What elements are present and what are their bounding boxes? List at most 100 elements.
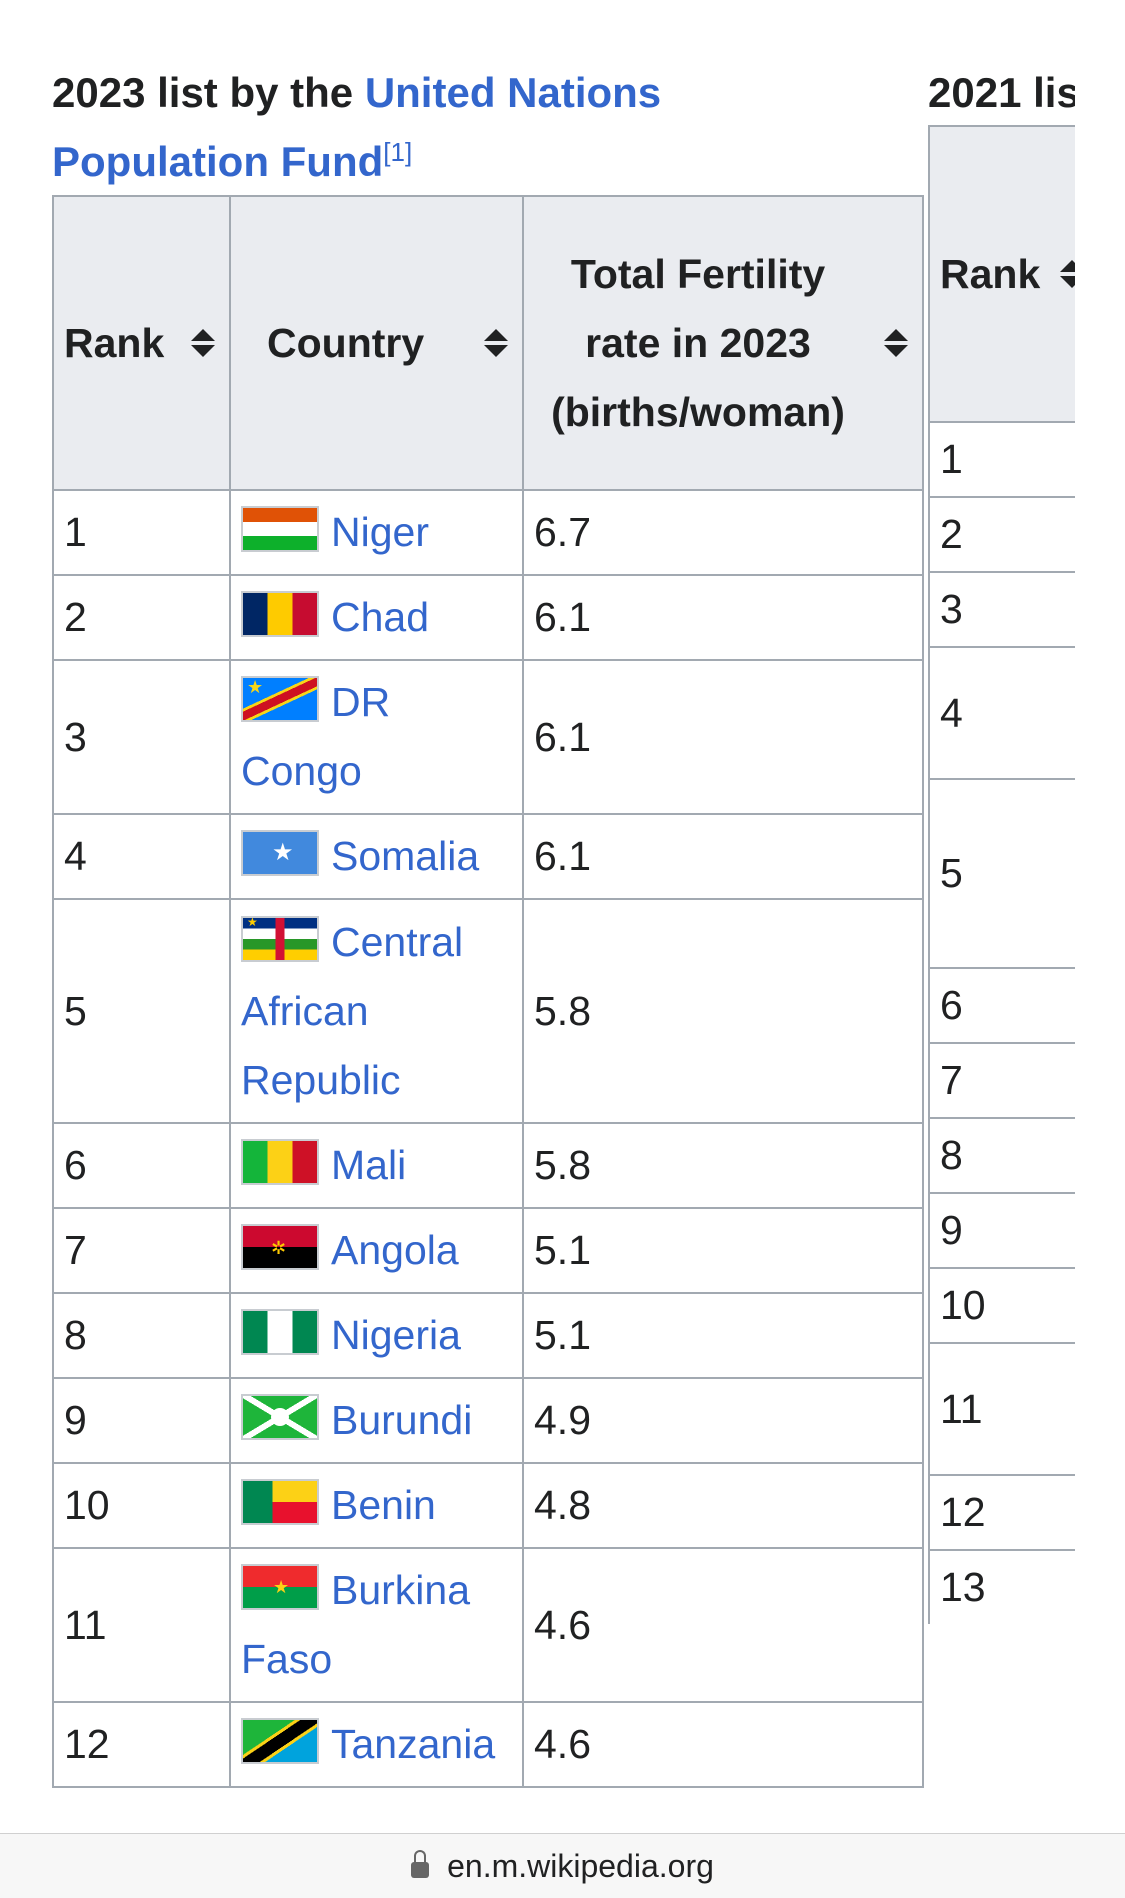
country-link[interactable]: DR Congo: [241, 679, 391, 794]
table-row: 4: [928, 646, 1075, 779]
country-link[interactable]: Tanzania: [331, 1721, 496, 1767]
table-row: 6: [928, 967, 1075, 1043]
country-link[interactable]: Central African Republic: [241, 918, 464, 1103]
country-cell: Niger: [229, 489, 524, 576]
rank-cell: 10: [928, 1267, 1075, 1343]
rank-cell: 1: [52, 489, 231, 576]
table-row: 13: [928, 1549, 1075, 1624]
table-row: 9: [928, 1192, 1075, 1268]
table-row: 1: [928, 421, 1075, 497]
table-row: 3 ★ DR Congo 6.1: [52, 659, 924, 815]
reference-link[interactable]: [1]: [383, 137, 413, 167]
rank-cell: 8: [928, 1117, 1075, 1193]
table-row: 11 ★ Burkina Faso 4.6: [52, 1547, 924, 1703]
rank-cell: 9: [52, 1377, 231, 1464]
country-cell: ★ Somalia: [229, 813, 524, 900]
rate-column-header[interactable]: Total Fertility rate in 2023 (births/wom…: [522, 195, 924, 491]
rate-cell: 5.8: [522, 1122, 924, 1209]
rank-cell: 10: [52, 1462, 231, 1549]
caption-prefix: 2023 list by the: [52, 69, 365, 116]
rate-cell: 4.9: [522, 1377, 924, 1464]
rank-cell: 1: [928, 421, 1075, 497]
rate-cell: 5.1: [522, 1292, 924, 1379]
rank-cell: 6: [928, 967, 1075, 1043]
rank-column-header-2021[interactable]: Rank: [928, 125, 1075, 423]
table-row: 4 ★ Somalia 6.1: [52, 813, 924, 900]
country-link[interactable]: Burkina Faso: [241, 1567, 471, 1682]
dr-congo-flag-icon: ★: [241, 676, 319, 722]
table-row: 7 ✲ Angola 5.1: [52, 1207, 924, 1294]
country-header-label: Country: [267, 319, 425, 366]
rank-cell: 12: [928, 1474, 1075, 1550]
rank-cell: 3: [52, 659, 231, 815]
country-link[interactable]: Angola: [331, 1227, 459, 1273]
table-row: 2 Chad 6.1: [52, 574, 924, 661]
niger-flag-icon: [241, 506, 319, 552]
rank-column-header[interactable]: Rank: [52, 195, 231, 491]
country-link[interactable]: Burundi: [331, 1397, 473, 1443]
rate-cell: 4.6: [522, 1547, 924, 1703]
table-row: 8: [928, 1117, 1075, 1193]
country-cell: Tanzania: [229, 1701, 524, 1788]
table-row: 10: [928, 1267, 1075, 1343]
rank-cell: 13: [928, 1549, 1075, 1624]
table-row: 12 Tanzania 4.6: [52, 1701, 924, 1788]
table-row: 6 Mali 5.8: [52, 1122, 924, 1209]
rank-cell: 5: [928, 778, 1075, 968]
table-row: 8 Nigeria 5.1: [52, 1292, 924, 1379]
benin-flag-icon: [241, 1479, 319, 1525]
table-row: 9 Burundi 4.9: [52, 1377, 924, 1464]
unfpa-link[interactable]: United Nations Population Fund: [52, 69, 662, 185]
rank-cell: 6: [52, 1122, 231, 1209]
rank-header-label: Rank: [64, 319, 165, 366]
rank-cell: 11: [52, 1547, 231, 1703]
sort-icon[interactable]: [884, 329, 908, 357]
table-row: 3: [928, 571, 1075, 647]
rate-cell: 6.1: [522, 574, 924, 661]
burundi-flag-icon: [241, 1394, 319, 1440]
sort-icon[interactable]: [484, 329, 508, 357]
table-caption: 2023 list by the United Nations Populati…: [52, 58, 742, 196]
table-row: 11: [928, 1342, 1075, 1475]
country-link[interactable]: Mali: [331, 1142, 407, 1188]
country-column-header[interactable]: Country: [229, 195, 524, 491]
url-text: en.m.wikipedia.org: [447, 1847, 714, 1884]
angola-flag-icon: ✲: [241, 1224, 319, 1270]
country-cell: Mali: [229, 1122, 524, 1209]
rate-cell: 6.1: [522, 813, 924, 900]
table-row: 7: [928, 1042, 1075, 1118]
country-link[interactable]: Niger: [331, 509, 429, 555]
country-link[interactable]: Benin: [331, 1482, 436, 1528]
chad-flag-icon: [241, 591, 319, 637]
car-flag-icon: ★: [241, 915, 319, 962]
lock-icon: [411, 1850, 430, 1878]
country-link[interactable]: Nigeria: [331, 1312, 461, 1358]
fertility-table-2021: Rank 1 2 3 4 5 6 7 8 9 10 11 12 13: [928, 125, 1075, 1624]
country-cell: ★ Central African Republic: [229, 898, 524, 1124]
table-2021-viewport: 2021 lis Rank 1 2 3 4 5 6 7 8 9 10 11 12 13: [928, 69, 1075, 1624]
rank-cell: 8: [52, 1292, 231, 1379]
country-link[interactable]: Chad: [331, 594, 430, 640]
rank-cell: 5: [52, 898, 231, 1124]
country-cell: Burundi: [229, 1377, 524, 1464]
rate-cell: 4.6: [522, 1701, 924, 1788]
country-cell: ★ DR Congo: [229, 659, 524, 815]
tanzania-flag-icon: [241, 1718, 319, 1764]
rank-cell: 2: [928, 496, 1075, 572]
rank-cell: 7: [928, 1042, 1075, 1118]
country-link[interactable]: Somalia: [331, 833, 480, 879]
rate-cell: 6.1: [522, 659, 924, 815]
rank-cell: 4: [928, 646, 1075, 779]
table-row: 12: [928, 1474, 1075, 1550]
table-row: 5 ★ Central African Republic 5.8: [52, 898, 924, 1124]
rate-cell: 6.7: [522, 489, 924, 576]
sort-icon[interactable]: [191, 329, 215, 357]
browser-url-bar[interactable]: en.m.wikipedia.org: [0, 1833, 1125, 1898]
table2-caption: 2021 lis: [928, 69, 1075, 116]
sort-icon[interactable]: [1060, 260, 1075, 288]
rate-cell: 5.8: [522, 898, 924, 1124]
country-cell: Nigeria: [229, 1292, 524, 1379]
country-cell: ★ Burkina Faso: [229, 1547, 524, 1703]
rank-cell: 7: [52, 1207, 231, 1294]
table-row: 2: [928, 496, 1075, 572]
